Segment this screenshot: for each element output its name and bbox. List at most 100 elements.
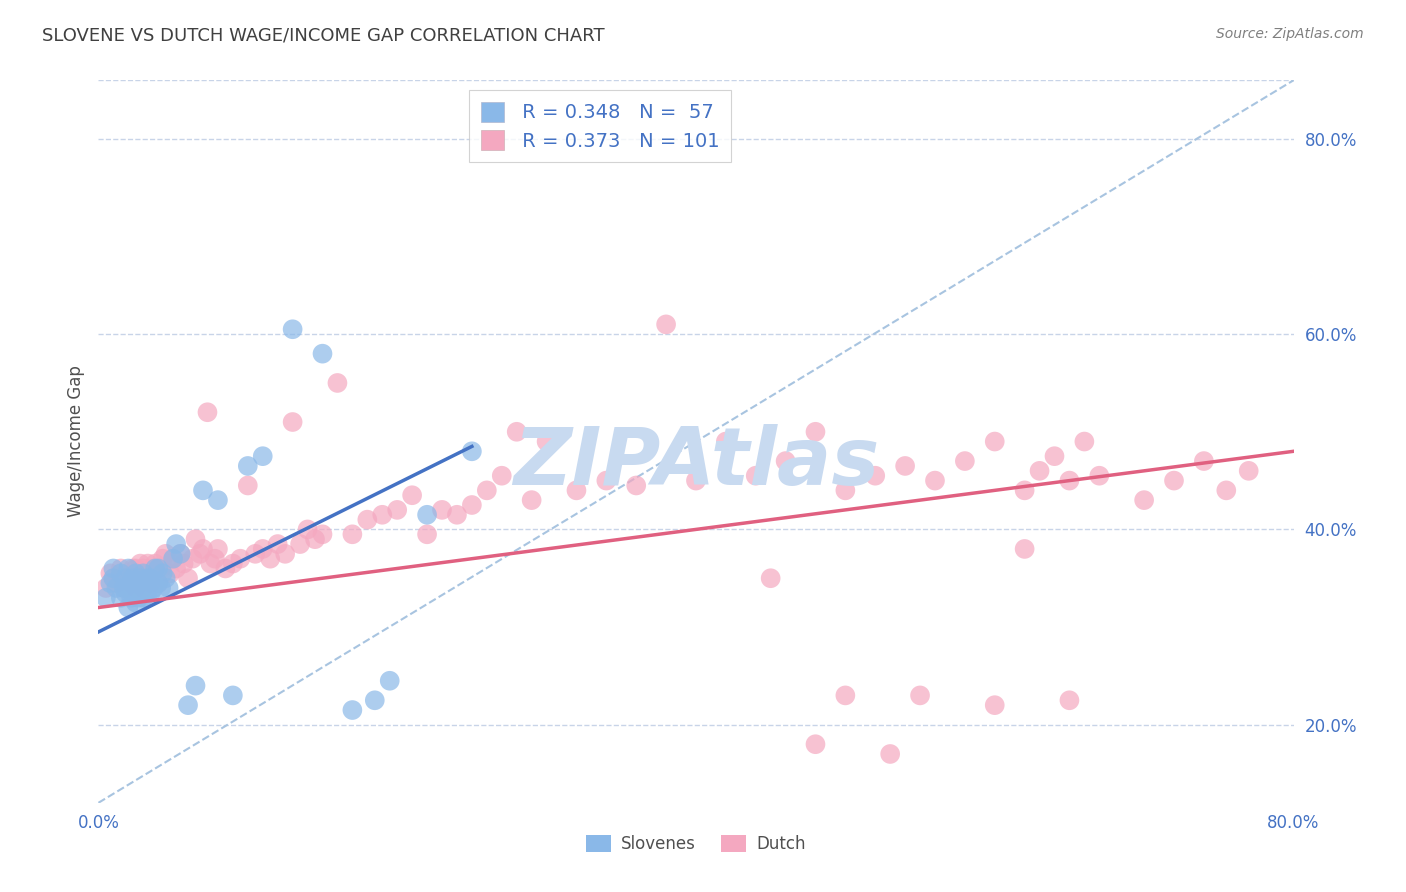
Point: [105, 576, 128, 591]
Point: [125, 566, 148, 581]
Point: [120, 576, 142, 591]
Point: [1192, 454, 1215, 468]
Point: [125, 561, 148, 575]
Point: [236, 478, 259, 492]
Point: [120, 591, 142, 605]
Point: [311, 527, 333, 541]
Point: [129, 557, 152, 571]
Point: [229, 551, 252, 566]
Point: [1073, 434, 1095, 449]
Text: Source: ZipAtlas.com: Source: ZipAtlas.com: [1216, 27, 1364, 41]
Point: [685, 474, 707, 488]
Point: [139, 586, 162, 600]
Point: [148, 576, 170, 591]
Point: [1059, 474, 1081, 488]
Point: [117, 561, 139, 575]
Point: [150, 561, 173, 575]
Point: [103, 561, 125, 575]
Point: [834, 483, 856, 498]
Point: [155, 547, 177, 561]
Point: [984, 698, 1007, 713]
Point: [157, 581, 180, 595]
Point: [714, 434, 737, 449]
Point: [245, 547, 267, 561]
Point: [103, 571, 125, 585]
Point: [105, 581, 128, 595]
Point: [165, 537, 187, 551]
Point: [236, 458, 259, 473]
Point: [94, 591, 117, 605]
Point: [745, 468, 768, 483]
Point: [207, 493, 229, 508]
Point: [506, 425, 529, 439]
Point: [267, 537, 290, 551]
Point: [626, 478, 648, 492]
Point: [207, 541, 229, 556]
Point: [121, 571, 143, 585]
Point: [139, 571, 162, 585]
Point: [461, 498, 484, 512]
Point: [132, 561, 155, 575]
Point: [385, 503, 409, 517]
Point: [117, 581, 139, 595]
Point: [401, 488, 423, 502]
Point: [150, 581, 173, 595]
Point: [1043, 449, 1066, 463]
Point: [430, 503, 453, 517]
Point: [132, 581, 155, 595]
Point: [132, 566, 155, 581]
Point: [162, 551, 184, 566]
Point: [364, 693, 387, 707]
Point: [173, 557, 195, 571]
Point: [112, 581, 135, 595]
Point: [135, 586, 157, 600]
Point: [274, 547, 297, 561]
Point: [491, 468, 513, 483]
Point: [565, 483, 588, 498]
Legend: Slovenes, Dutch: Slovenes, Dutch: [579, 828, 813, 860]
Point: [136, 557, 159, 571]
Point: [204, 551, 226, 566]
Point: [378, 673, 401, 688]
Point: [139, 576, 162, 591]
Point: [143, 561, 166, 575]
Point: [222, 689, 245, 703]
Point: [128, 591, 150, 605]
Point: [165, 561, 187, 575]
Point: [655, 318, 678, 332]
Point: [281, 415, 304, 429]
Point: [311, 346, 333, 360]
Point: [136, 591, 159, 605]
Point: [894, 458, 917, 473]
Text: SLOVENE VS DUTCH WAGE/INCOME GAP CORRELATION CHART: SLOVENE VS DUTCH WAGE/INCOME GAP CORRELA…: [42, 27, 605, 45]
Point: [135, 571, 157, 585]
Point: [297, 523, 319, 537]
Point: [953, 454, 976, 468]
Point: [222, 557, 245, 571]
Point: [148, 561, 170, 575]
Point: [759, 571, 782, 585]
Point: [1014, 541, 1036, 556]
Point: [342, 703, 364, 717]
Point: [128, 571, 150, 585]
Point: [114, 581, 136, 595]
Point: [110, 591, 132, 605]
Point: [125, 596, 148, 610]
Point: [142, 581, 165, 595]
Point: [148, 576, 170, 591]
Point: [181, 551, 204, 566]
Point: [159, 566, 181, 581]
Point: [834, 689, 856, 703]
Point: [94, 581, 117, 595]
Point: [461, 444, 484, 458]
Point: [446, 508, 468, 522]
Point: [120, 576, 142, 591]
Point: [143, 557, 166, 571]
Point: [132, 581, 155, 595]
Point: [342, 527, 364, 541]
Point: [162, 551, 184, 566]
Point: [1028, 464, 1050, 478]
Point: [177, 571, 200, 585]
Point: [136, 571, 159, 585]
Point: [98, 566, 122, 581]
